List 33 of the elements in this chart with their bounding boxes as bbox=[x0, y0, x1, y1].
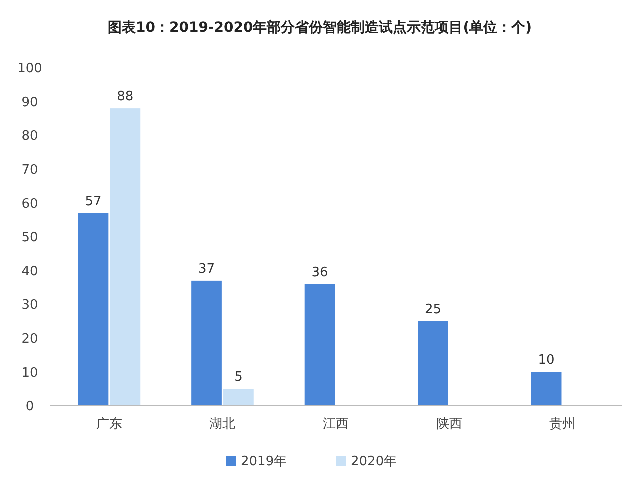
y-tick-label: 30 bbox=[22, 298, 38, 314]
y-tick-label: 100 bbox=[18, 62, 42, 77]
y-tick-label: 40 bbox=[22, 264, 38, 280]
data-label: 37 bbox=[198, 262, 216, 277]
y-tick-label: 80 bbox=[22, 129, 38, 144]
data-label: 57 bbox=[85, 194, 102, 210]
legend-label: 2019年 bbox=[241, 454, 288, 470]
bar bbox=[304, 284, 336, 406]
data-label: 36 bbox=[312, 265, 328, 280]
data-label: 5 bbox=[234, 370, 243, 386]
bar bbox=[110, 108, 141, 406]
y-tick-label: 50 bbox=[22, 230, 38, 246]
y-tick-label: 90 bbox=[22, 95, 38, 110]
y-tick-label: 60 bbox=[22, 196, 38, 212]
data-label: 25 bbox=[425, 302, 442, 318]
chart-title: 图表10：2019-2020年部分省份智能制造试点示范项目(单位：个) bbox=[108, 19, 532, 36]
bar bbox=[192, 280, 222, 406]
bar bbox=[224, 389, 254, 406]
legend-label: 2020年 bbox=[351, 454, 398, 470]
y-tick-label: 0 bbox=[26, 400, 34, 415]
x-tick-label: 广东 bbox=[96, 417, 122, 432]
y-tick-label: 10 bbox=[22, 366, 38, 381]
bar bbox=[418, 322, 448, 406]
bar bbox=[78, 213, 109, 406]
x-tick-label: 陕西 bbox=[436, 417, 462, 432]
x-tick-label: 贵州 bbox=[550, 417, 576, 432]
bar bbox=[531, 372, 562, 406]
data-label: 88 bbox=[117, 90, 134, 105]
y-tick-label: 70 bbox=[22, 162, 38, 178]
x-tick-label: 湖北 bbox=[210, 417, 236, 432]
x-tick-label: 江西 bbox=[323, 417, 349, 432]
y-tick-label: 20 bbox=[22, 332, 38, 347]
data-label: 10 bbox=[538, 353, 555, 368]
